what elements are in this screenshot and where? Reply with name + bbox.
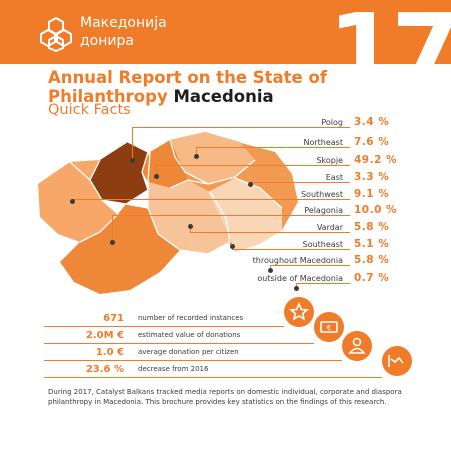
region-leader-line: [250, 182, 350, 183]
brand-name: Македонија донира: [80, 14, 167, 50]
region-marker-dot: [294, 286, 299, 291]
region-leader-line: [112, 215, 113, 242]
map-region-skopje: [140, 140, 188, 188]
region-marker-dot: [268, 268, 273, 273]
banknote-icon: €: [314, 312, 344, 342]
region-marker-dot: [230, 244, 235, 249]
region-value: 49.2 %: [354, 154, 398, 166]
region-leader-line: [296, 283, 350, 284]
map-region-vardar: [148, 180, 230, 254]
brand-line-2: донира: [80, 33, 134, 49]
macedonia-region-map: [38, 132, 298, 294]
region-leader-line: [156, 165, 157, 176]
region-value: 0.7 %: [354, 272, 390, 284]
region-value: 5.8 %: [354, 254, 390, 266]
region-leader-line: [156, 165, 350, 166]
star-icon: [284, 297, 314, 327]
region-value: 10.0 %: [354, 204, 398, 216]
region-label: Skopje: [316, 156, 343, 165]
region-marker-dot: [130, 158, 135, 163]
person-icon: [342, 331, 372, 361]
region-leader-line: [296, 283, 297, 288]
region-leader-line: [132, 127, 350, 128]
region-leader-line: [196, 147, 197, 156]
fact-label: number of recorded instances: [138, 314, 244, 322]
footer-description: During 2017, Catalyst Balkans tracked me…: [48, 388, 402, 406]
region-marker-dot: [194, 154, 199, 159]
region-label: East: [325, 173, 343, 182]
region-leader-line: [232, 249, 350, 250]
region-label: outside of Macedonia: [257, 274, 343, 283]
brand-line-1: Македонија: [80, 15, 167, 31]
fact-underline: [44, 326, 284, 327]
map-region-southwest: [38, 160, 118, 242]
region-marker-dot: [110, 240, 115, 245]
page-title: Annual Report on the State of Philanthro…: [48, 68, 428, 106]
region-value: 7.6 %: [354, 136, 390, 148]
fact-value: 1.0 €: [95, 347, 124, 358]
region-label: Northeast: [303, 138, 343, 147]
region-leader-line: [112, 215, 350, 216]
region-marker-dot: [154, 174, 159, 179]
fact-underline: [44, 343, 314, 344]
region-value: 5.1 %: [354, 238, 390, 250]
fact-label: decrease from 2016: [138, 365, 209, 373]
region-leader-line: [270, 265, 350, 266]
title-line-2-orange: Philanthropy: [48, 87, 168, 106]
fact-label: average donation per citizen: [138, 348, 239, 356]
fact-value: 23.6 %: [85, 364, 124, 375]
region-leader-line: [72, 199, 350, 200]
region-label: Southeast: [302, 240, 343, 249]
region-value: 9.1 %: [354, 188, 390, 200]
trend-chart-icon: [382, 346, 412, 376]
region-leader-line: [132, 127, 133, 160]
region-label: Southwest: [300, 190, 343, 199]
fact-value: 671: [103, 313, 124, 324]
year-number: 17: [327, 0, 451, 65]
fact-label: estimated value of donations: [138, 331, 241, 339]
region-leader-line: [190, 232, 350, 233]
region-marker-dot: [70, 199, 75, 204]
svg-text:€: €: [327, 324, 331, 332]
region-label: Vardar: [316, 223, 343, 232]
title-line-2-dark: Macedonia: [173, 87, 274, 106]
region-value: 5.8 %: [354, 221, 390, 233]
title-line-2: Philanthropy Macedonia: [48, 87, 428, 106]
header-band: Македонија донира 17: [0, 0, 451, 64]
region-leader-line: [190, 226, 191, 232]
fact-underline: [44, 377, 382, 378]
region-leader-line: [270, 265, 271, 270]
map-region-pelagonia: [60, 204, 180, 294]
region-label: Pelagonia: [304, 206, 343, 215]
region-label: throughout Macedonia: [252, 256, 343, 265]
lattice-logo-icon: [40, 16, 72, 52]
fact-value: 2.0M €: [85, 330, 124, 341]
region-marker-dot: [248, 182, 253, 187]
page-subtitle: Quick Facts: [48, 102, 131, 118]
map-region-polog: [90, 142, 148, 204]
region-value: 3.4 %: [354, 116, 390, 128]
region-leader-line: [196, 147, 350, 148]
title-line-1: Annual Report on the State of: [48, 68, 327, 87]
map-region-northeast: [170, 132, 255, 184]
fact-underline: [44, 360, 342, 361]
region-label: Polog: [321, 118, 343, 127]
region-marker-dot: [188, 224, 193, 229]
region-value: 3.3 %: [354, 171, 390, 183]
